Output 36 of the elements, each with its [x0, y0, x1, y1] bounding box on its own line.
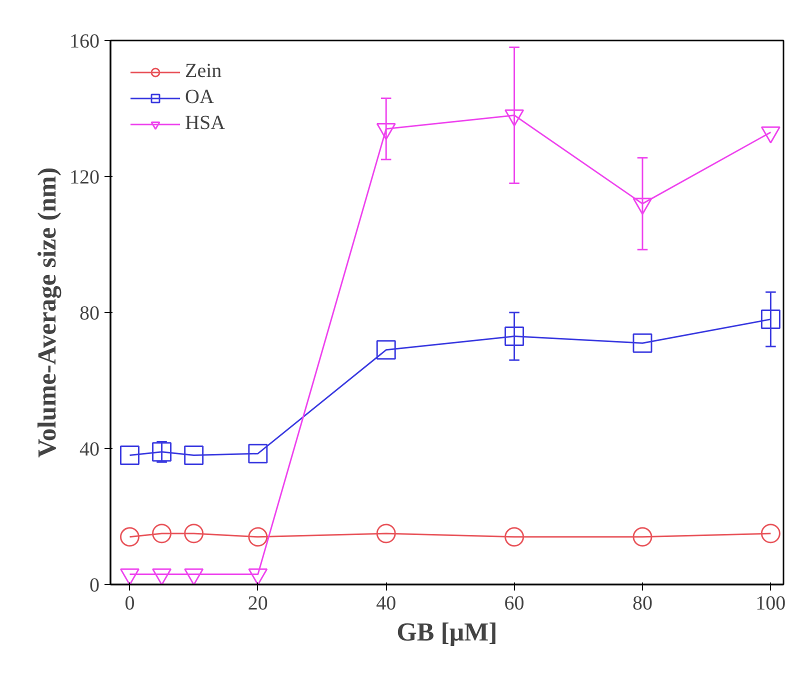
- x-tick-label: 80: [632, 592, 652, 614]
- point: [120, 527, 140, 547]
- point: [152, 442, 172, 462]
- legend-label: HSA: [185, 112, 226, 135]
- y-tick-label: 80: [80, 302, 100, 324]
- x-tick-label: 100: [756, 592, 786, 614]
- point: [504, 527, 524, 547]
- point: [152, 524, 172, 544]
- point: [248, 444, 268, 464]
- point: [632, 333, 652, 353]
- point: [184, 446, 204, 466]
- y-tick-label: 40: [80, 438, 100, 460]
- point: [632, 527, 652, 547]
- x-tick-label: 60: [504, 592, 524, 614]
- point: [504, 109, 524, 126]
- point: [248, 527, 268, 547]
- point: [760, 126, 780, 144]
- y-tick-label: 0: [90, 574, 100, 596]
- x-tick-label: 0: [124, 592, 135, 614]
- point: [504, 326, 524, 346]
- y-axis-title: Volume-Average size (nm): [32, 167, 62, 458]
- point: [376, 524, 396, 544]
- point: [184, 524, 204, 544]
- y-tick-label: 160: [70, 30, 100, 52]
- point: [120, 446, 140, 466]
- legend-label: OA: [185, 86, 214, 109]
- point: [632, 198, 652, 215]
- point: [376, 122, 396, 140]
- y-tick-label: 120: [70, 166, 100, 188]
- x-tick-label: 40: [376, 592, 396, 614]
- x-tick-label: 20: [248, 592, 268, 614]
- point: [760, 310, 780, 330]
- x-axis-title: GB [μM]: [396, 618, 498, 646]
- point: [760, 524, 780, 544]
- point: [376, 340, 396, 360]
- legend-label: Zein: [185, 60, 222, 83]
